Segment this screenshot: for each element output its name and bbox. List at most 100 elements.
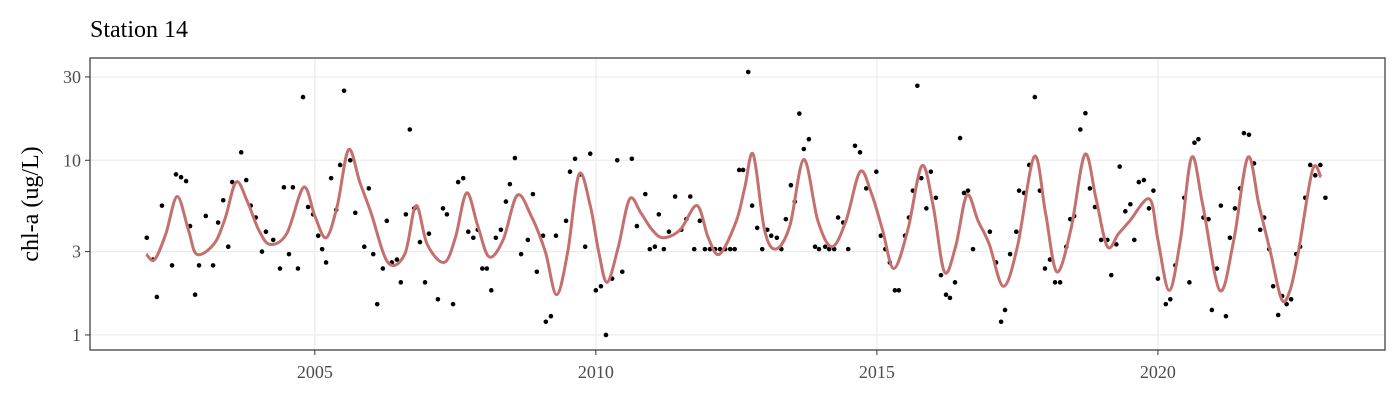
data-point <box>440 206 446 211</box>
data-point <box>915 83 920 89</box>
data-point <box>1128 201 1133 207</box>
data-point <box>652 244 658 250</box>
data-point <box>471 235 476 241</box>
y-tick-label: 3 <box>72 242 81 262</box>
data-point <box>1323 195 1328 201</box>
data-point <box>328 175 334 181</box>
data-point <box>1117 164 1123 169</box>
data-point <box>498 227 504 233</box>
data-point <box>603 332 609 338</box>
data-point <box>1141 177 1147 183</box>
data-point <box>691 246 697 252</box>
data-point <box>503 199 509 204</box>
data-point <box>534 269 540 275</box>
data-point <box>774 235 780 241</box>
data-point <box>512 155 518 161</box>
data-point <box>759 246 765 252</box>
data-point <box>270 237 276 243</box>
data-point <box>697 218 703 224</box>
data-point <box>863 186 869 191</box>
data-point <box>507 181 513 187</box>
data-point <box>407 127 413 132</box>
data-point <box>435 296 441 302</box>
data-point <box>263 229 269 234</box>
data-point <box>593 288 599 293</box>
data-point <box>220 197 226 203</box>
data-point <box>525 237 531 243</box>
y-tick-label: 1 <box>72 325 81 345</box>
data-point <box>455 179 461 185</box>
data-point <box>740 167 746 173</box>
data-point <box>1108 272 1114 278</box>
data-point <box>341 88 347 94</box>
data-point <box>661 246 667 252</box>
data-point <box>169 263 175 268</box>
data-point <box>398 280 404 285</box>
data-point <box>337 162 343 168</box>
data-point <box>1187 280 1192 285</box>
data-point <box>783 216 789 222</box>
data-point <box>290 185 296 190</box>
data-point <box>295 266 301 271</box>
data-point <box>816 246 822 252</box>
data-point <box>553 233 559 238</box>
data-point <box>238 150 244 155</box>
data-point <box>1123 209 1128 214</box>
data-point <box>567 169 573 175</box>
data-point <box>878 233 884 238</box>
data-point <box>403 212 409 217</box>
data-point <box>647 246 653 252</box>
data-point <box>210 263 216 268</box>
data-point <box>987 229 993 234</box>
data-point <box>918 175 924 181</box>
y-tick-label: 30 <box>63 67 81 87</box>
data-point <box>1136 179 1142 185</box>
data-point <box>347 157 353 163</box>
data-point <box>702 246 708 252</box>
data-point <box>215 220 221 225</box>
data-point <box>1223 313 1229 319</box>
data-point <box>1313 173 1318 178</box>
data-point <box>1288 296 1294 302</box>
data-point <box>144 235 150 241</box>
data-point <box>619 269 625 275</box>
data-point <box>952 280 958 285</box>
data-point <box>943 292 949 297</box>
data-point <box>970 246 976 252</box>
data-point <box>465 229 471 234</box>
x-tick-label: 2010 <box>578 362 614 382</box>
x-tick-label: 2005 <box>297 362 333 382</box>
data-point <box>1167 296 1173 302</box>
data-point <box>947 295 953 301</box>
data-point <box>806 136 812 142</box>
smooth-line <box>145 148 1323 304</box>
data-point <box>183 178 189 184</box>
data-point <box>277 266 283 271</box>
data-point <box>426 231 432 236</box>
data-point <box>965 188 971 193</box>
data-point <box>1196 136 1201 142</box>
data-point <box>938 272 944 278</box>
data-point <box>754 225 760 231</box>
data-point <box>548 313 554 319</box>
data-point <box>417 239 423 245</box>
y-axis-label: chl-a (ug/L) <box>18 146 44 261</box>
data-point <box>1098 237 1104 243</box>
plot-border <box>89 57 1386 351</box>
data-point <box>656 212 662 217</box>
data-point <box>543 319 549 325</box>
data-point <box>196 263 202 268</box>
data-point <box>961 190 967 196</box>
data-point <box>1016 188 1022 193</box>
y-tick-label: 10 <box>63 150 81 170</box>
data-point <box>1232 206 1238 211</box>
data-point <box>1284 301 1289 307</box>
data-point <box>352 210 358 216</box>
data-point <box>370 251 376 257</box>
data-point <box>687 194 693 199</box>
data-point <box>572 156 578 162</box>
data-point <box>1206 216 1211 222</box>
data-point <box>484 266 490 271</box>
data-point <box>1155 276 1161 281</box>
